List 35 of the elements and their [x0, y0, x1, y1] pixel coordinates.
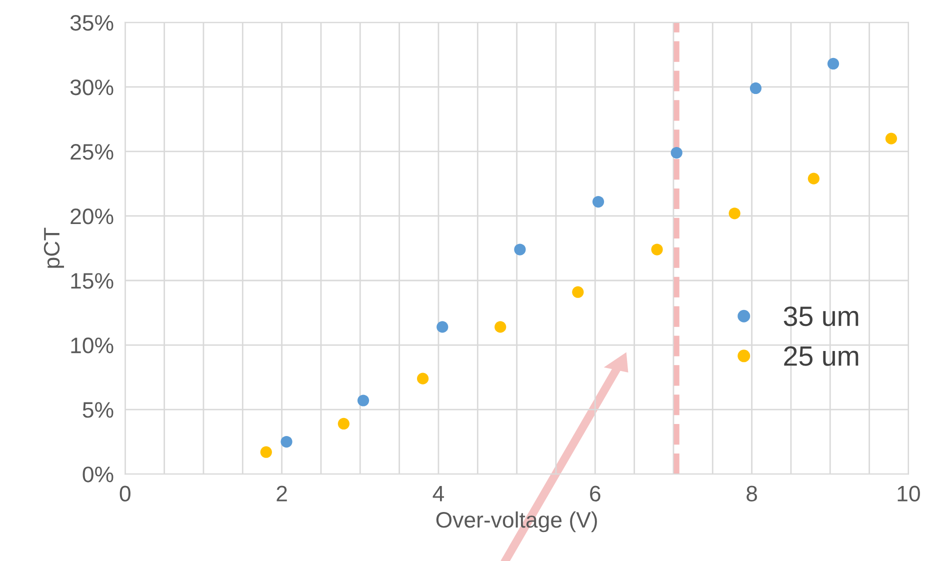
point	[280, 436, 292, 448]
point	[514, 244, 526, 256]
x-tick-label: 10	[898, 486, 920, 502]
x-tick-label: 6	[590, 486, 600, 502]
point	[885, 132, 898, 144]
point	[260, 446, 272, 458]
point	[592, 196, 604, 208]
y-tick-label: 5%	[82, 402, 114, 418]
x-axis-title: Over-voltage (V)	[436, 511, 597, 532]
point	[728, 208, 740, 220]
point	[338, 418, 350, 430]
point	[572, 286, 584, 298]
y-tick-label: 15%	[71, 273, 114, 289]
y-tick-label: 10%	[71, 338, 114, 354]
point	[651, 244, 663, 256]
x-tick-label: 0	[120, 486, 130, 502]
legend-label: 25 um	[784, 346, 858, 366]
legend-label: 35 um	[784, 306, 858, 326]
y-axis-title: pCT	[44, 228, 64, 268]
point	[357, 394, 370, 406]
y-tick-label: 25%	[70, 144, 114, 160]
y-tick-label: 20%	[70, 208, 114, 224]
point	[827, 58, 840, 70]
point	[808, 172, 820, 184]
point	[416, 372, 429, 384]
y-tick-label: 0%	[82, 466, 114, 482]
x-tick-label: 8	[746, 486, 758, 502]
y-tick-label: 30%	[70, 79, 114, 96]
point	[436, 321, 448, 333]
point	[750, 82, 762, 94]
point	[670, 146, 682, 159]
x-tick-label: 4	[432, 486, 444, 502]
y-tick-label: 35%	[70, 14, 114, 31]
point	[494, 321, 506, 333]
x-tick-label: 2	[276, 486, 287, 502]
